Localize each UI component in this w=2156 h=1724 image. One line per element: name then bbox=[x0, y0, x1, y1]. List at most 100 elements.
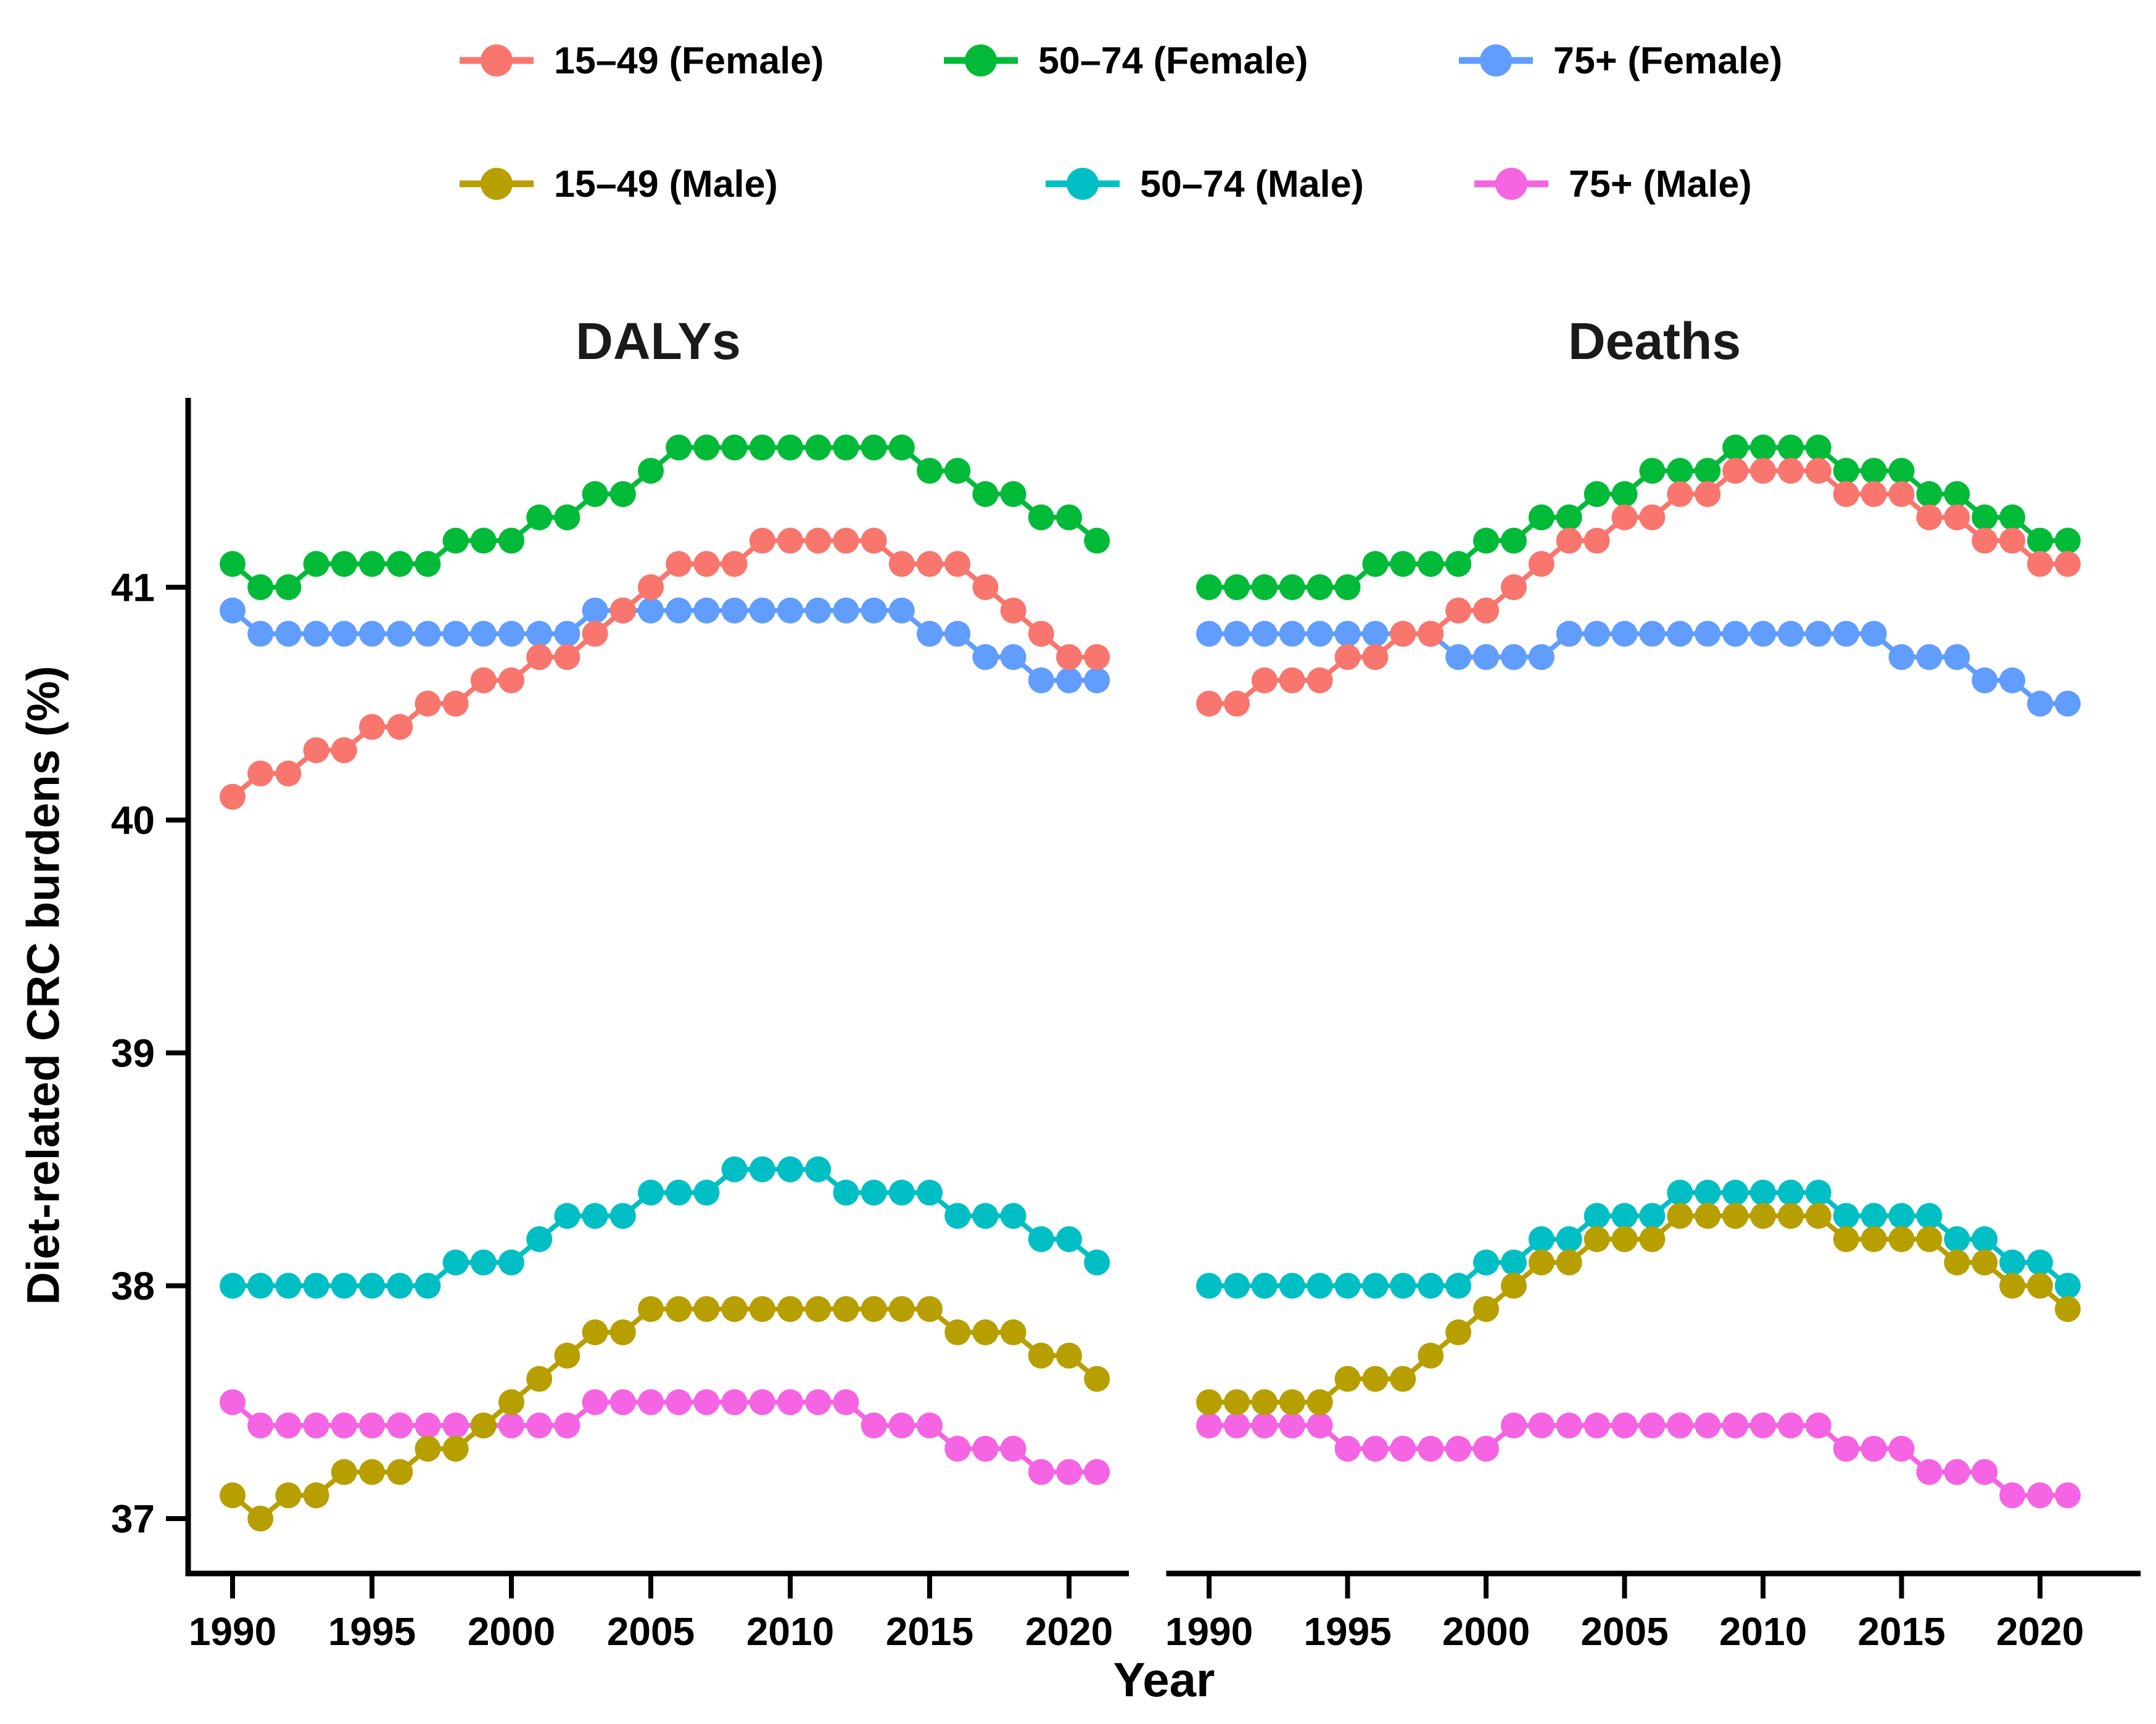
data-point bbox=[470, 527, 497, 554]
data-point bbox=[387, 1459, 413, 1485]
data-point bbox=[777, 1296, 803, 1322]
data-point bbox=[917, 621, 943, 647]
data-point bbox=[1888, 644, 1915, 670]
data-point bbox=[526, 644, 553, 670]
data-point bbox=[1916, 481, 1943, 507]
data-point bbox=[944, 1319, 971, 1345]
data-point bbox=[247, 1413, 274, 1438]
data-point bbox=[1279, 667, 1305, 693]
data-point bbox=[638, 597, 664, 624]
data-point bbox=[1084, 1366, 1110, 1392]
data-point bbox=[944, 1435, 971, 1462]
data-point bbox=[1639, 1203, 1666, 1229]
data-point bbox=[777, 1156, 803, 1182]
data-point bbox=[1390, 1366, 1416, 1392]
data-point bbox=[666, 1389, 692, 1416]
data-point bbox=[1500, 574, 1527, 600]
data-point bbox=[303, 621, 329, 647]
data-point bbox=[1390, 1272, 1416, 1299]
data-point bbox=[2027, 551, 2053, 577]
data-point bbox=[303, 1482, 329, 1509]
data-point bbox=[2054, 527, 2081, 554]
data-point bbox=[1251, 1413, 1278, 1438]
data-point bbox=[1639, 504, 1666, 530]
data-point bbox=[1056, 1459, 1082, 1485]
x-tick-label: 2020 bbox=[1996, 1609, 2084, 1654]
data-point bbox=[1528, 1249, 1555, 1276]
data-point bbox=[1972, 1249, 1998, 1276]
legend-item-15-49-female: 15–49 (Female) bbox=[456, 30, 824, 91]
data-point bbox=[1667, 1203, 1693, 1229]
data-point bbox=[1667, 481, 1693, 507]
data-point bbox=[888, 597, 915, 624]
data-point bbox=[359, 1413, 385, 1438]
x-tick-label: 2015 bbox=[1857, 1609, 1945, 1654]
data-point bbox=[861, 1179, 887, 1206]
data-point bbox=[1667, 621, 1693, 647]
series-50-74-female- bbox=[1196, 434, 2081, 600]
y-tick-label: 38 bbox=[111, 1264, 155, 1308]
data-point bbox=[1084, 667, 1110, 693]
data-point bbox=[1473, 597, 1499, 624]
data-point bbox=[1418, 1342, 1444, 1369]
data-point bbox=[1556, 621, 1582, 647]
data-point bbox=[1805, 458, 1832, 484]
data-point bbox=[220, 597, 246, 624]
data-point bbox=[1556, 504, 1582, 530]
data-point bbox=[1777, 1203, 1804, 1229]
data-point bbox=[1334, 1366, 1361, 1392]
data-point bbox=[275, 1482, 302, 1509]
data-point bbox=[1999, 667, 2026, 693]
data-point bbox=[1362, 551, 1389, 577]
data-point bbox=[220, 551, 246, 577]
data-point bbox=[666, 1296, 692, 1322]
data-point bbox=[1999, 1249, 2026, 1276]
data-point bbox=[1972, 504, 1998, 530]
data-point bbox=[609, 1319, 636, 1345]
data-point bbox=[972, 574, 999, 600]
data-point bbox=[1279, 574, 1305, 600]
data-point bbox=[582, 481, 608, 507]
data-point bbox=[805, 597, 832, 624]
data-point bbox=[1334, 1435, 1361, 1462]
data-point bbox=[1251, 1272, 1278, 1299]
data-point bbox=[303, 551, 329, 577]
data-point bbox=[1362, 644, 1389, 670]
data-point bbox=[1028, 621, 1054, 647]
data-point bbox=[1750, 1179, 1776, 1206]
data-point bbox=[638, 1389, 664, 1416]
x-tick-label: 2015 bbox=[886, 1609, 973, 1654]
data-point bbox=[1916, 504, 1943, 530]
data-point bbox=[1418, 1272, 1444, 1299]
data-point bbox=[247, 621, 274, 647]
data-point bbox=[1223, 621, 1250, 647]
data-point bbox=[944, 458, 971, 484]
x-tick-label: 2005 bbox=[607, 1609, 695, 1654]
data-point bbox=[1805, 1413, 1832, 1438]
data-point bbox=[1695, 1413, 1721, 1438]
data-point bbox=[972, 1319, 999, 1345]
data-point bbox=[1777, 1413, 1804, 1438]
data-point bbox=[1611, 621, 1638, 647]
data-point bbox=[1556, 527, 1582, 554]
data-point bbox=[749, 434, 775, 461]
data-point bbox=[1695, 1203, 1721, 1229]
data-point bbox=[861, 1413, 887, 1438]
data-point bbox=[303, 1272, 329, 1299]
data-point bbox=[1223, 690, 1250, 717]
data-point bbox=[1999, 1482, 2026, 1509]
series-line bbox=[231, 538, 1097, 799]
data-point bbox=[498, 621, 524, 647]
data-point bbox=[1445, 551, 1472, 577]
data-point bbox=[693, 1179, 720, 1206]
data-point bbox=[721, 597, 748, 624]
data-point bbox=[275, 761, 302, 786]
data-point bbox=[1972, 1459, 1998, 1485]
data-point bbox=[1861, 1226, 1887, 1252]
legend-item-50-74-female: 50–74 (Female) bbox=[941, 30, 1308, 91]
panel-dalys: 37 38 39 40 41 1990 1995 2000 2005 2010 2015 2020 bbox=[111, 398, 1129, 1654]
y-tick-label: 40 bbox=[111, 798, 155, 843]
data-point bbox=[1861, 1203, 1887, 1229]
data-point bbox=[1056, 504, 1082, 530]
data-point bbox=[1390, 1435, 1416, 1462]
